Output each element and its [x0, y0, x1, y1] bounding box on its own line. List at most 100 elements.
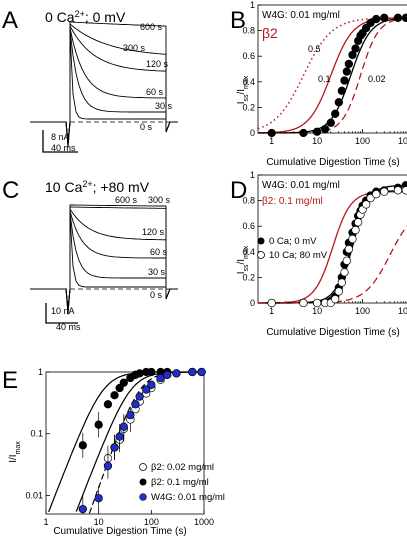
data-point: [156, 373, 165, 383]
legend-label-10ca: 10 Ca; 80 mV: [269, 250, 328, 261]
panel-d-ylabel: Iss/Imax: [236, 245, 250, 274]
data-point: [103, 461, 113, 471]
data-point: [342, 67, 351, 76]
panel-c-letter: C: [2, 177, 19, 204]
trace-label-300s: 300 s: [148, 195, 171, 205]
data-point: [344, 245, 354, 254]
panel-e-xlabel: Cumulative Digestion Time (s): [53, 526, 186, 537]
data-point: [312, 298, 322, 308]
data-point: [401, 13, 407, 22]
data-point: [366, 193, 375, 203]
legend-marker-w4g: [139, 493, 147, 501]
y-tick-label: 0.1: [30, 429, 43, 439]
current-trace: [30, 212, 178, 314]
trace-label-600s: 600 s: [140, 22, 163, 32]
data-point: [115, 432, 124, 441]
data-point: [351, 225, 360, 235]
panel-d-plot: 0 0.2 0.4 0.6 0.8 1 1 10 100 1000: [242, 170, 407, 316]
panel-d-title: W4G: 0.01 mg/ml: [262, 180, 340, 191]
current-trace: [30, 29, 178, 147]
legend-marker-b2-01: [139, 478, 147, 486]
current-trace: [30, 214, 178, 315]
panel-b-plot: 0 0.2 0.4 0.6 0.8 1 1 10 100 1000: [242, 0, 407, 146]
current-trace: [30, 210, 178, 312]
data-point: [163, 370, 172, 379]
trace-label-120s: 120 s: [142, 227, 165, 237]
panel-a-scale-time: 40 ms: [51, 143, 76, 153]
fit-label-0.02: 0.02: [368, 74, 386, 84]
data-point: [267, 128, 276, 138]
current-trace: [30, 207, 178, 311]
data-point: [299, 128, 308, 138]
data-point: [380, 13, 389, 22]
fit-label-0.1: 0.1: [318, 74, 331, 84]
legend-marker-b2-002: [139, 463, 147, 471]
panel-e-plot: 0.01 0.1 1 1 10 100 1000: [25, 367, 214, 527]
panel-c-condition: 10 Ca2+; +80 mV: [45, 179, 150, 195]
trace-label-30s: 30 s: [148, 267, 166, 277]
legend-marker-0ca: [257, 237, 265, 245]
panel-a-letter: A: [2, 7, 18, 34]
panel-c-scale-bar: [45, 303, 78, 324]
y-tick-label: 0.4: [242, 77, 255, 87]
current-trace: [30, 21, 178, 141]
x-tick-label: 10: [94, 517, 104, 527]
data-point: [131, 400, 140, 409]
panel-d-letter: D: [230, 177, 247, 204]
panel-b-letter: B: [230, 7, 246, 34]
trace-label-0s: 0 s: [140, 122, 153, 132]
panel-d-subtitle: β2: 0.1 mg/ml: [262, 196, 323, 207]
current-trace: [30, 23, 178, 142]
y-tick-label: 0.6: [242, 51, 255, 61]
data-point: [119, 378, 128, 387]
data-point: [334, 98, 343, 107]
data-point: [344, 59, 354, 69]
data-point: [172, 369, 181, 378]
data-point: [354, 218, 363, 227]
panel-e: E 0.01 0.1 1 1 10 100 1000 β2: 0.02 mg/ml β2: …: [2, 367, 225, 537]
fit-curve: [258, 225, 407, 304]
data-point: [331, 295, 340, 304]
panel-a-current-traces: [30, 21, 178, 148]
panel-c-scale-current: 10 nA: [51, 306, 75, 316]
legend-label-w4g: W4G: 0.01 mg/ml: [151, 492, 225, 503]
panel-a: A 0 Ca2+; 0 mV 600 s 300 s 120 s 60 s 30…: [2, 7, 178, 153]
x-tick-label: 10: [312, 306, 322, 316]
trace-label-600s: 600 s: [115, 195, 138, 205]
data-point: [110, 443, 119, 452]
data-point: [94, 494, 103, 503]
panel-b-subtitle: β2: [262, 25, 278, 41]
current-trace: [30, 204, 178, 308]
data-point: [340, 76, 349, 85]
data-point: [326, 118, 335, 127]
panel-e-letter: E: [2, 367, 18, 394]
panel-c-scale-time: 40 ms: [56, 322, 81, 332]
data-point: [126, 410, 135, 420]
data-point: [334, 287, 343, 296]
y-tick-label: 0: [250, 128, 255, 138]
data-point: [351, 44, 360, 53]
panel-d-xlabel: Cumulative Digestion Time (s): [266, 327, 399, 338]
panel-b: B W4G: 0.01 mg/ml β2 0 0.2 0.4 0.6 0.8 1 1 10 10…: [230, 0, 407, 168]
x-tick-label: 1000: [398, 306, 407, 316]
y-tick-label: 0.2: [242, 272, 255, 282]
panel-c: C 10 Ca2+; +80 mV 600 s 300 s 120 s 60 s…: [2, 177, 178, 332]
y-tick-label: 0.01: [25, 490, 43, 500]
data-point: [337, 86, 346, 95]
trace-label-120s: 120 s: [146, 59, 169, 69]
legend-label-b2-002: β2: 0.02 mg/ml: [151, 462, 214, 473]
data-point: [362, 200, 371, 209]
data-point: [320, 125, 330, 134]
panel-d: D W4G: 0.01 mg/ml β2: 0.1 mg/ml 00.20.40…: [230, 170, 407, 338]
legend-marker-10ca: [257, 251, 265, 259]
data-point: [393, 186, 403, 195]
plot-frame: [45, 371, 205, 515]
current-trace: [30, 206, 178, 309]
x-tick-label: 100: [355, 306, 370, 316]
plot-frame: [257, 4, 407, 134]
y-tick-label: 0.6: [242, 221, 255, 231]
panel-b-ylabel: Iss/Imax: [236, 75, 250, 104]
data-point: [331, 109, 340, 118]
data-point: [147, 367, 156, 377]
panel-b-xlabel: Cumulative Digestion Time (s): [266, 157, 399, 168]
